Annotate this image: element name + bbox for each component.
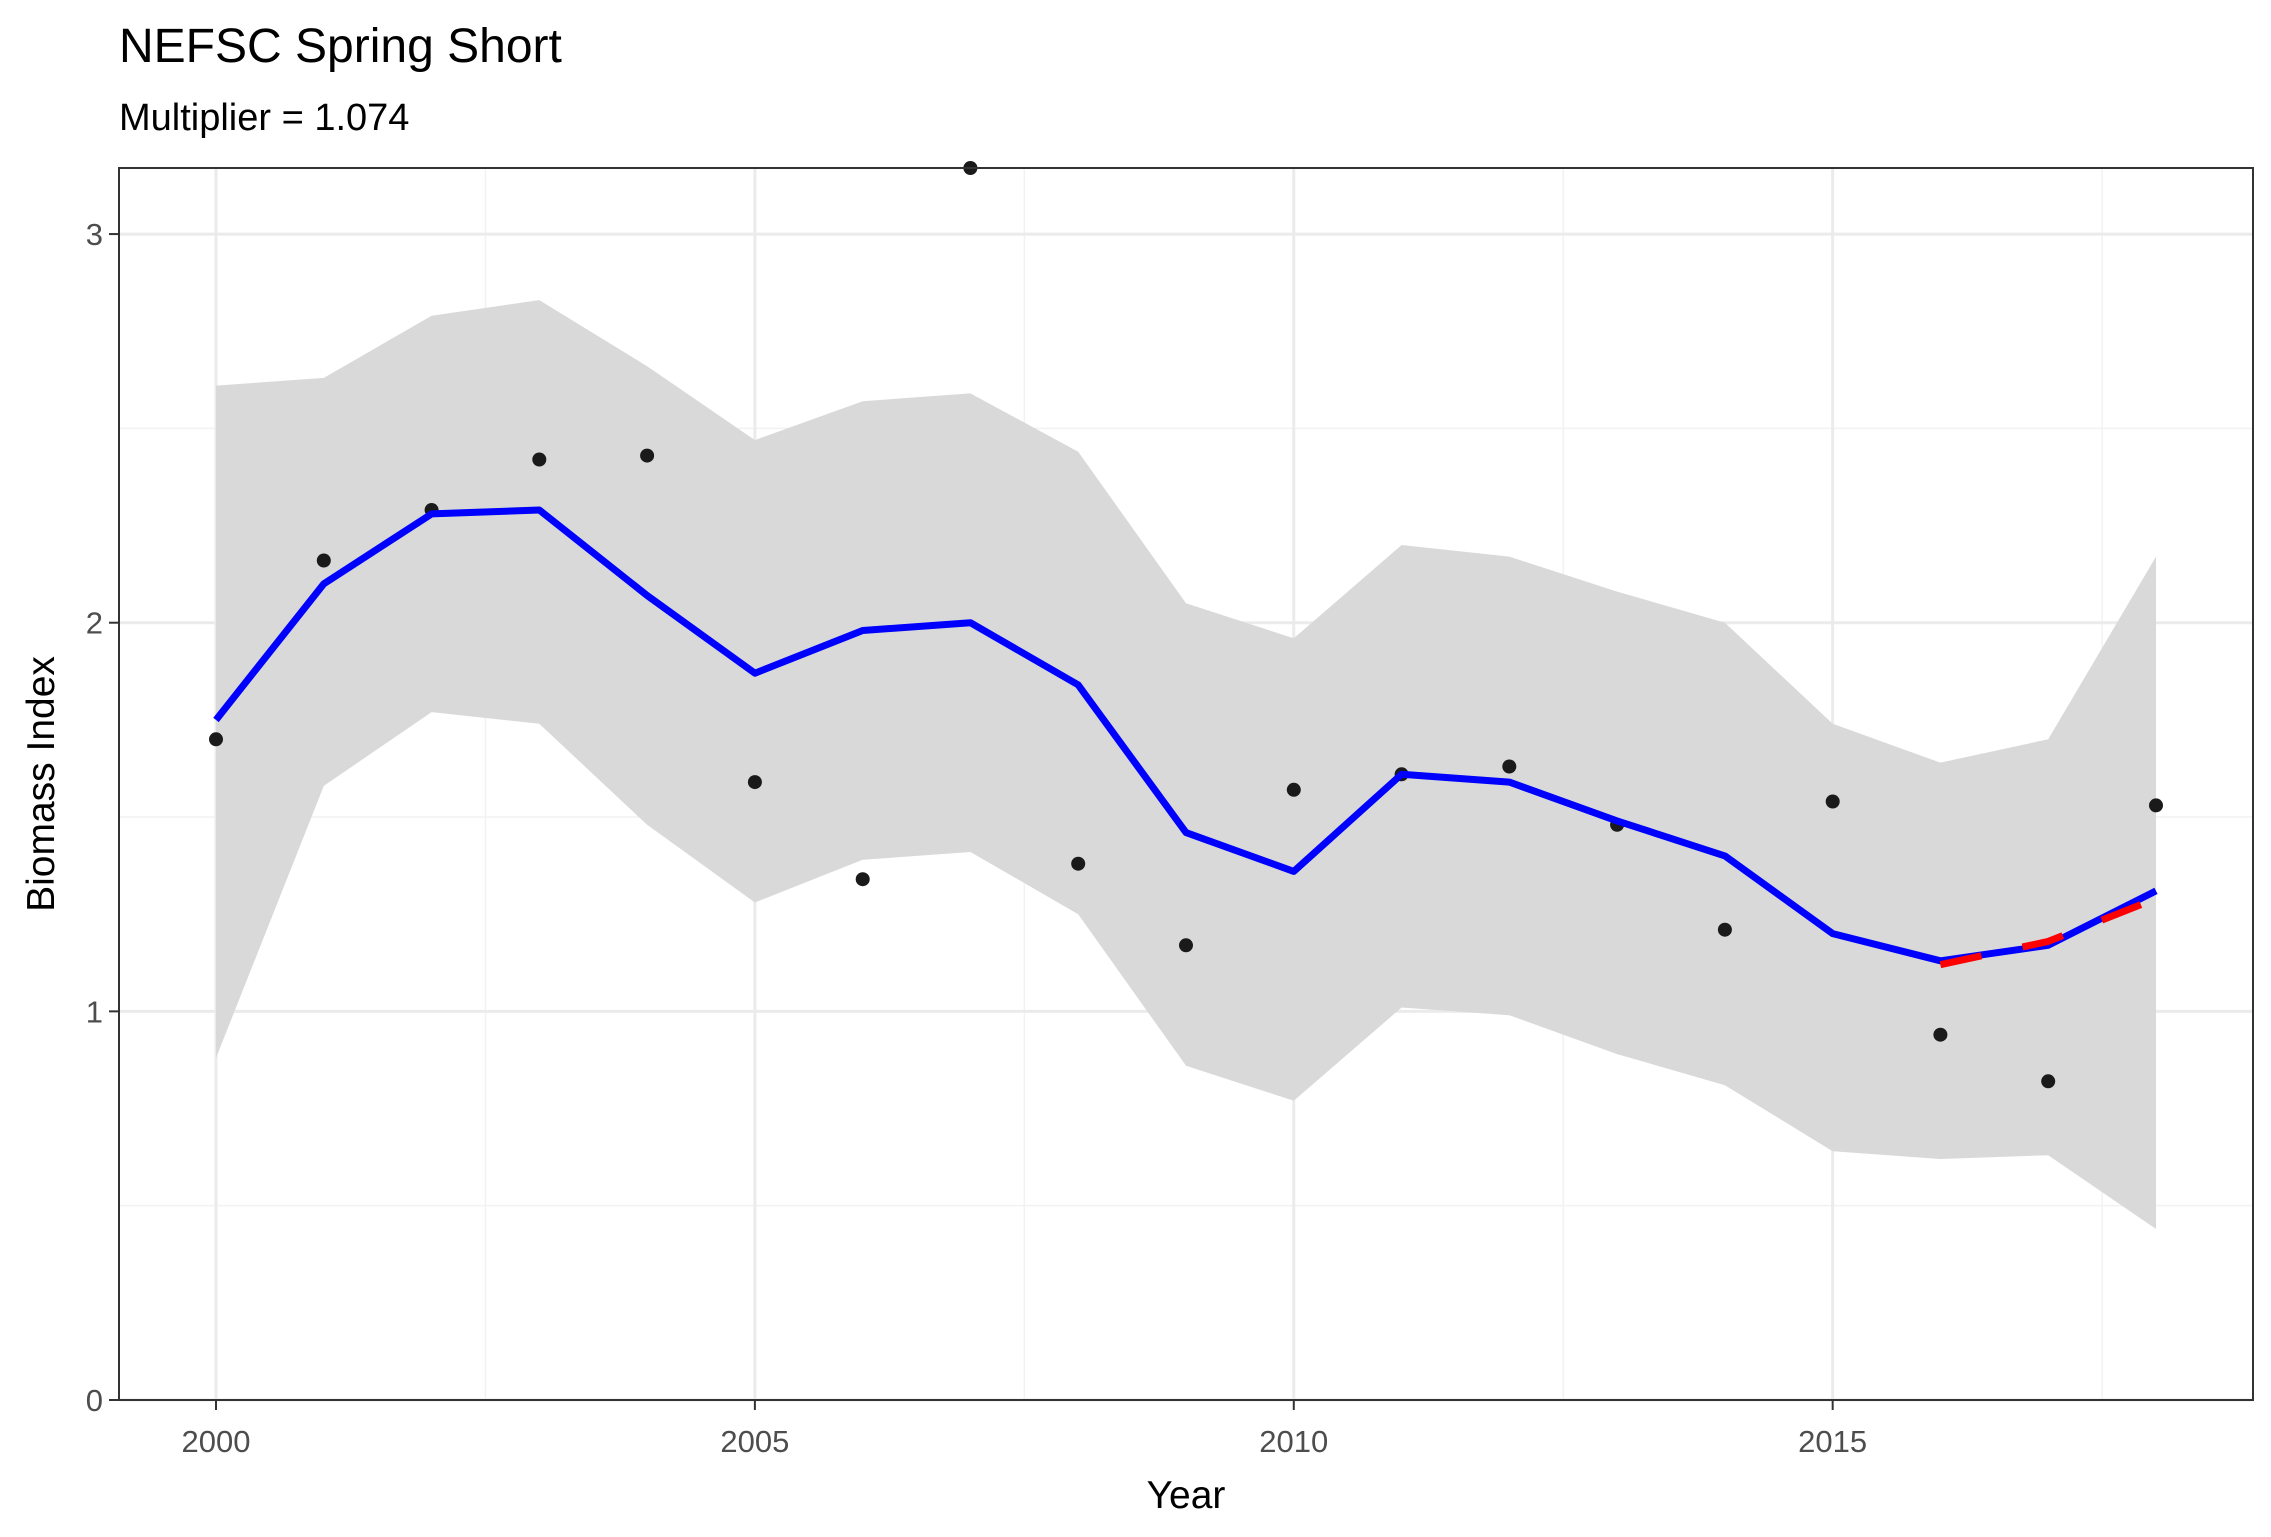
smoothed-line xyxy=(213,506,2158,965)
data-point xyxy=(316,553,331,568)
data-point xyxy=(2041,1074,2056,1089)
data-point xyxy=(1286,782,1301,797)
data-point xyxy=(209,732,223,747)
data-marks xyxy=(209,161,2163,1230)
x-tick-label: 2000 xyxy=(182,1424,251,1459)
y-tick-label: 3 xyxy=(86,217,103,252)
y-tick-label: 2 xyxy=(86,606,103,641)
data-point xyxy=(1717,922,1732,937)
x-axis: 2000 2005 2010 2015 xyxy=(182,1400,1867,1459)
plot-panel xyxy=(118,161,2254,1402)
data-point xyxy=(1825,794,1840,809)
data-point xyxy=(1933,1027,1948,1042)
data-point xyxy=(1071,856,1086,871)
chart-subtitle: Multiplier = 1.074 xyxy=(119,97,409,139)
y-tick-label: 0 xyxy=(86,1383,103,1418)
data-point xyxy=(855,872,870,887)
x-axis-title: Year xyxy=(1147,1474,1226,1517)
x-tick-label: 2010 xyxy=(1259,1424,1328,1459)
y-axis-title: Biomass Index xyxy=(20,656,63,912)
data-point xyxy=(2149,798,2163,813)
y-axis: 0 1 2 3 xyxy=(86,217,119,1418)
chart-title: NEFSC Spring Short xyxy=(119,20,562,73)
x-tick-label: 2005 xyxy=(720,1424,789,1459)
projection-line xyxy=(1939,895,2158,969)
x-tick-label: 2015 xyxy=(1798,1424,1867,1459)
data-point xyxy=(640,448,655,463)
data-point xyxy=(532,452,547,467)
data-point xyxy=(1502,759,1517,774)
panel-border xyxy=(118,167,2254,1401)
confidence-band xyxy=(216,300,2156,1230)
data-point xyxy=(1179,938,1193,953)
y-tick-label: 1 xyxy=(86,994,103,1029)
data-point xyxy=(747,775,762,790)
